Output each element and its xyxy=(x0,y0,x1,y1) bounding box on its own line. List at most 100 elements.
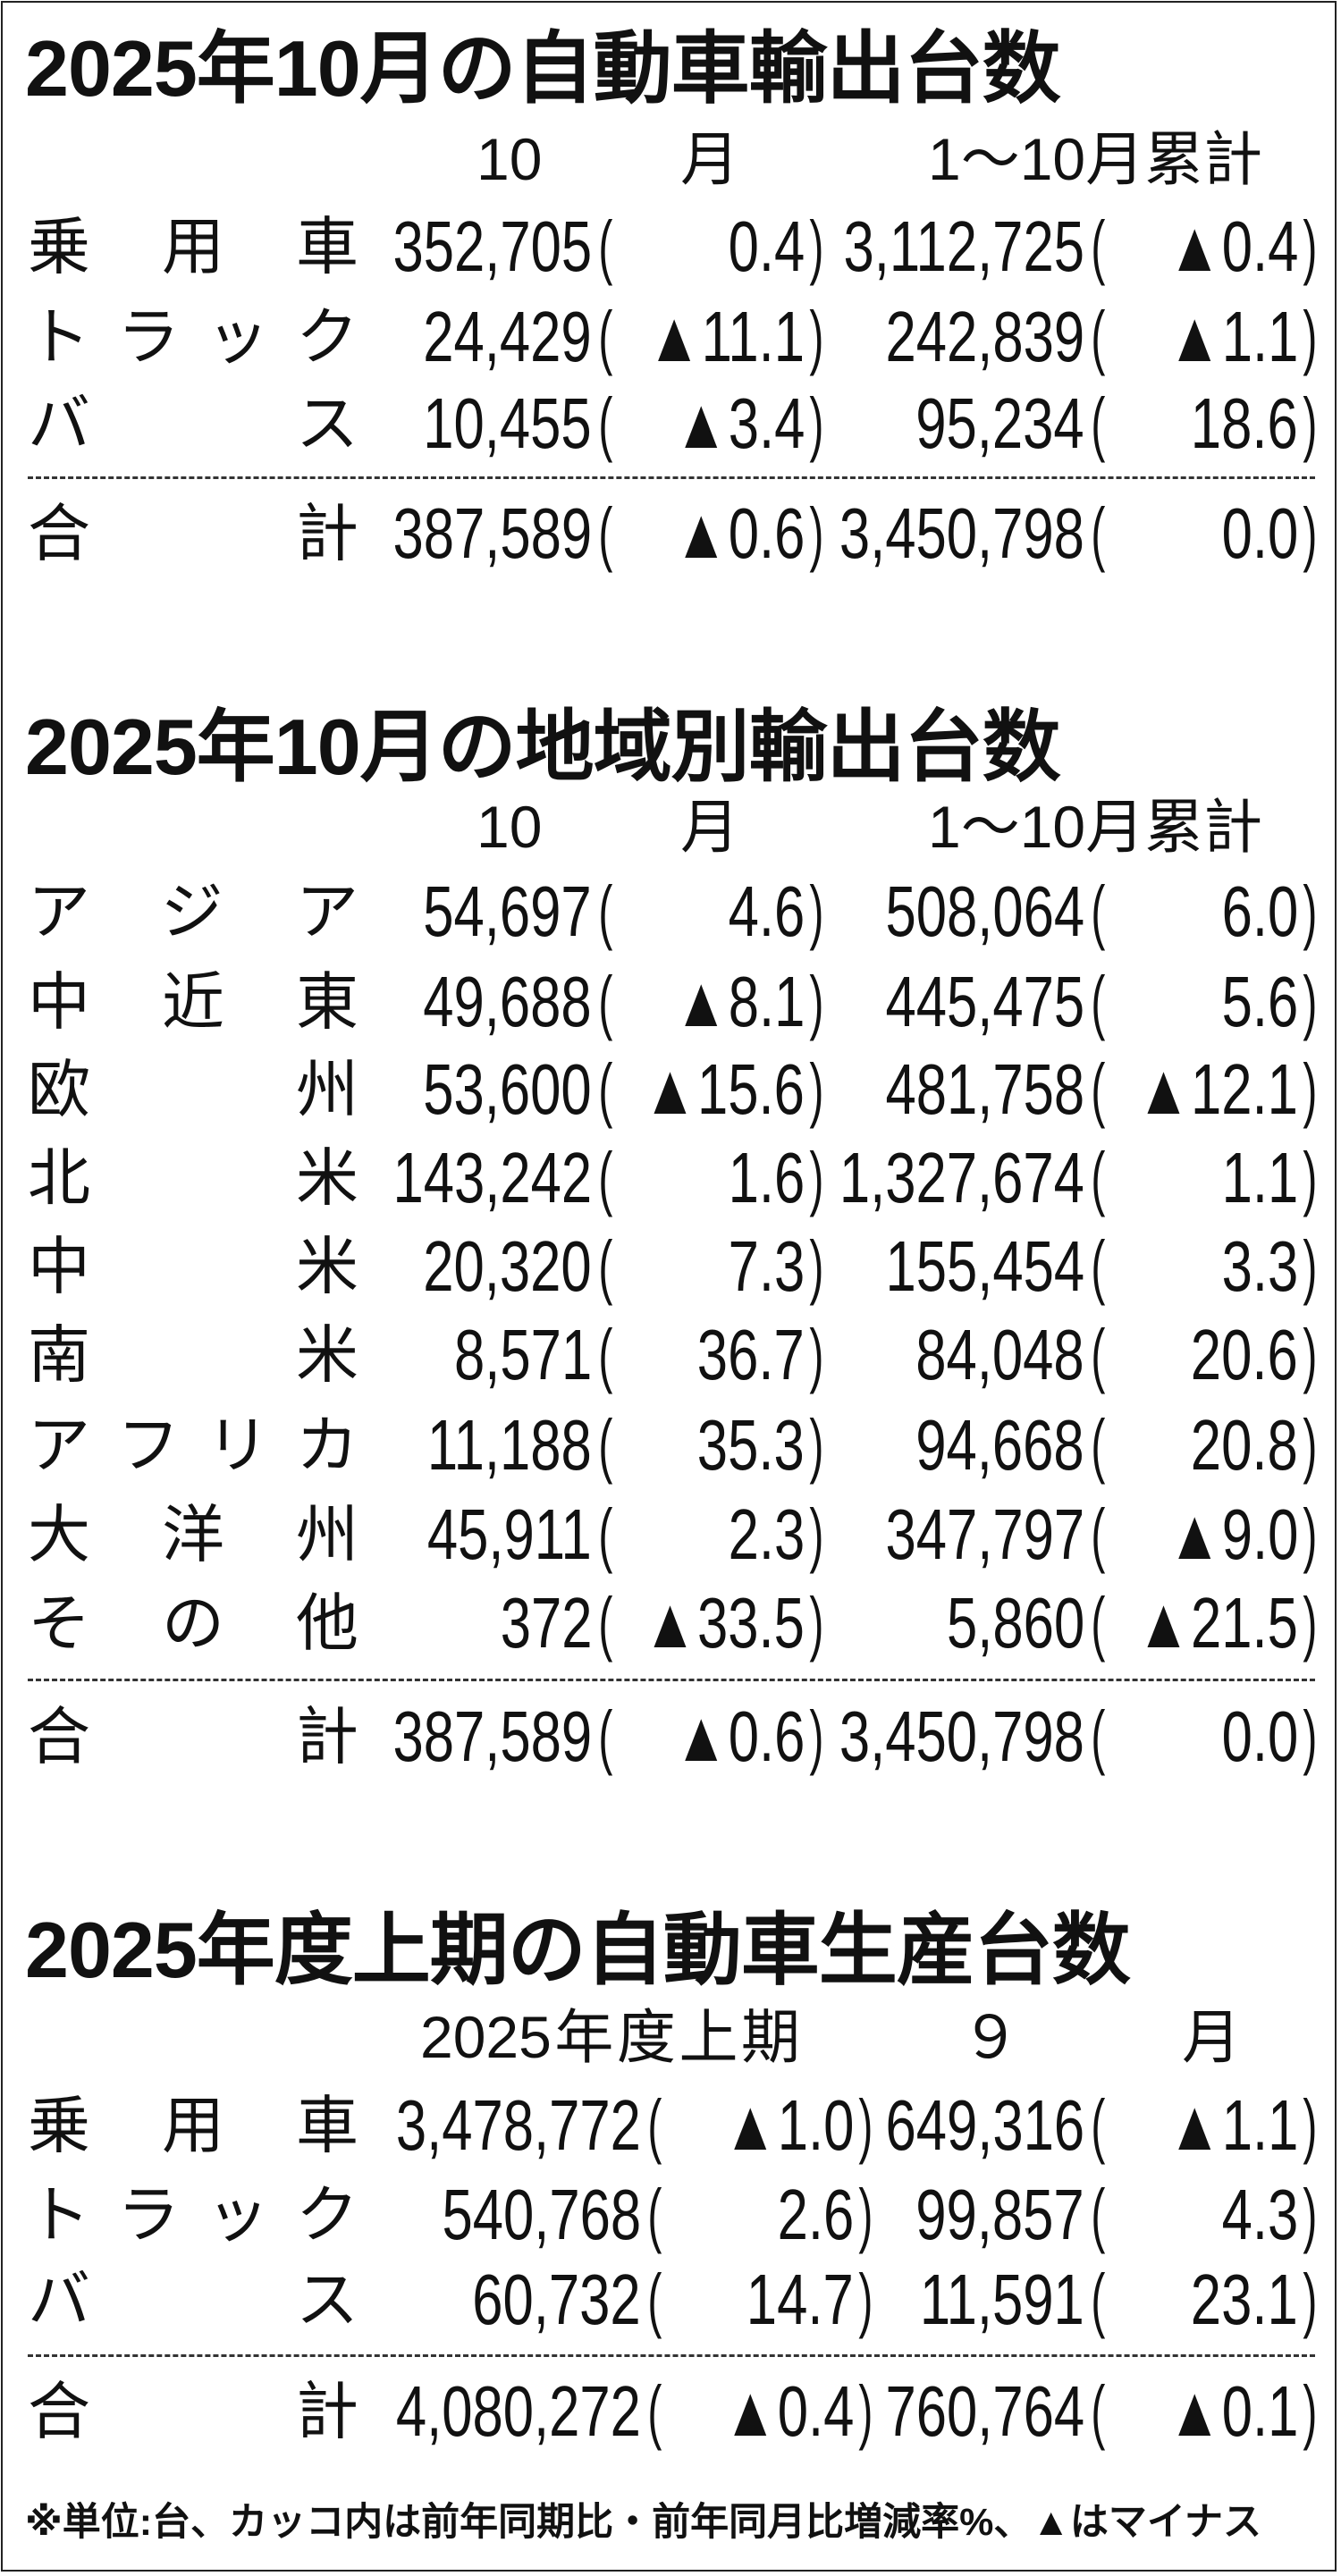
table-row-close-paren-1-glyph: ) xyxy=(809,297,824,376)
table-row-pct-2-text: 5.6 xyxy=(1221,962,1298,1041)
table-row-open-paren-1: ( xyxy=(594,1138,617,1218)
column-header: 1～10月累計 xyxy=(928,794,1263,860)
table-row-pct-2: 6.0 xyxy=(1111,871,1298,952)
table-row-pct-1-text: ▲33.5 xyxy=(643,1583,805,1663)
total-row-value-1-text: 387,589 xyxy=(392,1696,592,1776)
total-row-close-paren-2-glyph: ) xyxy=(1303,493,1318,573)
table-row-close-paren-2: ) xyxy=(1298,2175,1321,2255)
table-row-value-1: 54,697 xyxy=(367,871,592,952)
table-row-pct-2-text: 20.6 xyxy=(1191,1315,1298,1394)
table-row-open-paren-2: ( xyxy=(1086,1583,1109,1663)
table-row-pct-2-text: ▲1.1 xyxy=(1167,297,1298,376)
table-row-open-paren-1: ( xyxy=(643,2175,666,2255)
table-row-pct-2: 23.1 xyxy=(1111,2260,1298,2340)
table-row-open-paren-2: ( xyxy=(1086,383,1109,464)
table-row-value-2: 649,316 xyxy=(877,2085,1084,2166)
table-row-pct-1-text: 2.3 xyxy=(728,1494,805,1574)
table-row-pct-1: 35.3 xyxy=(619,1405,805,1486)
table-row-value-2-text: 3,112,725 xyxy=(843,206,1084,286)
table-row-open-paren-1: ( xyxy=(643,2085,666,2166)
table-row-pct-2-text: ▲9.0 xyxy=(1167,1494,1298,1574)
table-row-close-paren-1: ) xyxy=(805,1405,828,1486)
table-row-close-paren-2: ) xyxy=(1298,1226,1321,1307)
table-row-pct-2-text: ▲21.5 xyxy=(1136,1583,1298,1663)
table-row-open-paren-2-glyph: ( xyxy=(1091,962,1106,1041)
table-row-open-paren-1-glyph: ( xyxy=(598,383,613,463)
table-row-open-paren-1: ( xyxy=(594,871,617,952)
table-row-pct-1: ▲33.5 xyxy=(619,1583,805,1663)
table-row-value-2-text: 84,048 xyxy=(915,1315,1084,1394)
total-row-close-paren-1-glyph: ) xyxy=(809,1696,824,1776)
dashed-divider xyxy=(28,1679,1315,1681)
table-row-label: 北米 xyxy=(28,1143,358,1213)
table-row-open-paren-2-glyph: ( xyxy=(1091,1049,1106,1129)
table-row-pct-1-text: 7.3 xyxy=(728,1226,805,1306)
table-row-value-2-text: 5,860 xyxy=(946,1583,1084,1663)
table-row-value-1-text: 20,320 xyxy=(423,1226,592,1306)
table-row-open-paren-2-glyph: ( xyxy=(1091,2175,1106,2254)
table-row-open-paren-2: ( xyxy=(1086,2175,1109,2255)
table-row-close-paren-2: ) xyxy=(1298,2085,1321,2166)
table-row-close-paren-2-glyph: ) xyxy=(1303,2260,1318,2339)
table-row-close-paren-1: ) xyxy=(805,1494,828,1575)
table-row-pct-1-text: 14.7 xyxy=(746,2260,854,2339)
table-row-open-paren-2-glyph: ( xyxy=(1091,297,1106,376)
table-row-value-1-text: 540,768 xyxy=(442,2175,641,2254)
table-row-value-1: 53,600 xyxy=(367,1049,592,1130)
table-row-pct-2-text: 6.0 xyxy=(1221,871,1298,951)
table-row-pct-2-text: 4.3 xyxy=(1221,2175,1298,2254)
table-row-value-2: 481,758 xyxy=(828,1049,1084,1130)
table-row-pct-1-text: ▲1.0 xyxy=(722,2085,854,2165)
table-row-value-1-text: 45,911 xyxy=(427,1494,592,1574)
table-row-pct-1-text: 35.3 xyxy=(697,1405,805,1485)
table-row-pct-2-text: ▲12.1 xyxy=(1136,1049,1298,1129)
table-row-value-2-text: 481,758 xyxy=(885,1049,1084,1129)
table-row-pct-2-text: 1.1 xyxy=(1221,1138,1298,1217)
table-row-open-paren-1: ( xyxy=(594,297,617,377)
table-row-pct-2: 5.6 xyxy=(1111,962,1298,1042)
section-title: 2025年度上期の自動車生産台数 xyxy=(25,1906,1131,1994)
table-row-close-paren-2-glyph: ) xyxy=(1303,1583,1318,1663)
table-row-pct-1: 0.4 xyxy=(619,206,805,287)
table-row-label: 乗用車 xyxy=(28,212,358,282)
table-row-close-paren-1-glyph: ) xyxy=(809,383,824,463)
table-row-close-paren-1: ) xyxy=(805,871,828,952)
table-row-close-paren-1-glyph: ) xyxy=(809,1226,824,1306)
table-row-pct-2: ▲12.1 xyxy=(1111,1049,1298,1130)
table-row-close-paren-2-glyph: ) xyxy=(1303,1405,1318,1485)
table-row-value-1: 143,242 xyxy=(367,1138,592,1218)
table-row-close-paren-1: ) xyxy=(854,2175,877,2255)
table-row-open-paren-2-glyph: ( xyxy=(1091,206,1106,286)
table-row-open-paren-1-glyph: ( xyxy=(647,2260,662,2339)
table-row-pct-1-text: 36.7 xyxy=(697,1315,805,1394)
table-row-close-paren-2: ) xyxy=(1298,206,1321,287)
table-row-value-1-text: 352,705 xyxy=(392,206,592,286)
table-row-pct-1: ▲15.6 xyxy=(619,1049,805,1130)
table-row-pct-2: ▲1.1 xyxy=(1111,2085,1298,2166)
table-row-pct-2: ▲0.4 xyxy=(1111,206,1298,287)
table-row-open-paren-1: ( xyxy=(594,1494,617,1575)
table-row-label: バス xyxy=(28,389,358,459)
table-row-close-paren-2: ) xyxy=(1298,1583,1321,1663)
table-row-pct-1: 7.3 xyxy=(619,1226,805,1307)
table-row-label: 欧州 xyxy=(28,1055,358,1124)
table-row-value-2: 155,454 xyxy=(828,1226,1084,1307)
table-row-close-paren-2: ) xyxy=(1298,1315,1321,1395)
table-row-value-1: 24,429 xyxy=(367,297,592,377)
table-row-value-1: 11,188 xyxy=(367,1405,592,1486)
table-row-open-paren-2-glyph: ( xyxy=(1091,1494,1106,1574)
table-row-pct-1-text: 2.6 xyxy=(777,2175,854,2254)
total-row-value-1-text: 4,080,272 xyxy=(395,2371,641,2451)
table-row-label: 中近東 xyxy=(28,967,358,1037)
table-row-label: トラック xyxy=(28,2180,358,2250)
table-row-close-paren-2: ) xyxy=(1298,962,1321,1042)
table-row-value-1: 540,768 xyxy=(367,2175,641,2255)
table-row-value-1: 372 xyxy=(367,1583,592,1663)
total-row-open-paren-1: ( xyxy=(643,2371,666,2452)
table-row-close-paren-2: ) xyxy=(1298,1049,1321,1130)
table-row-value-2: 99,857 xyxy=(877,2175,1084,2255)
total-row-label: 合計 xyxy=(28,2377,358,2446)
table-row-open-paren-1-glyph: ( xyxy=(598,962,613,1041)
table-row-value-2: 84,048 xyxy=(828,1315,1084,1395)
